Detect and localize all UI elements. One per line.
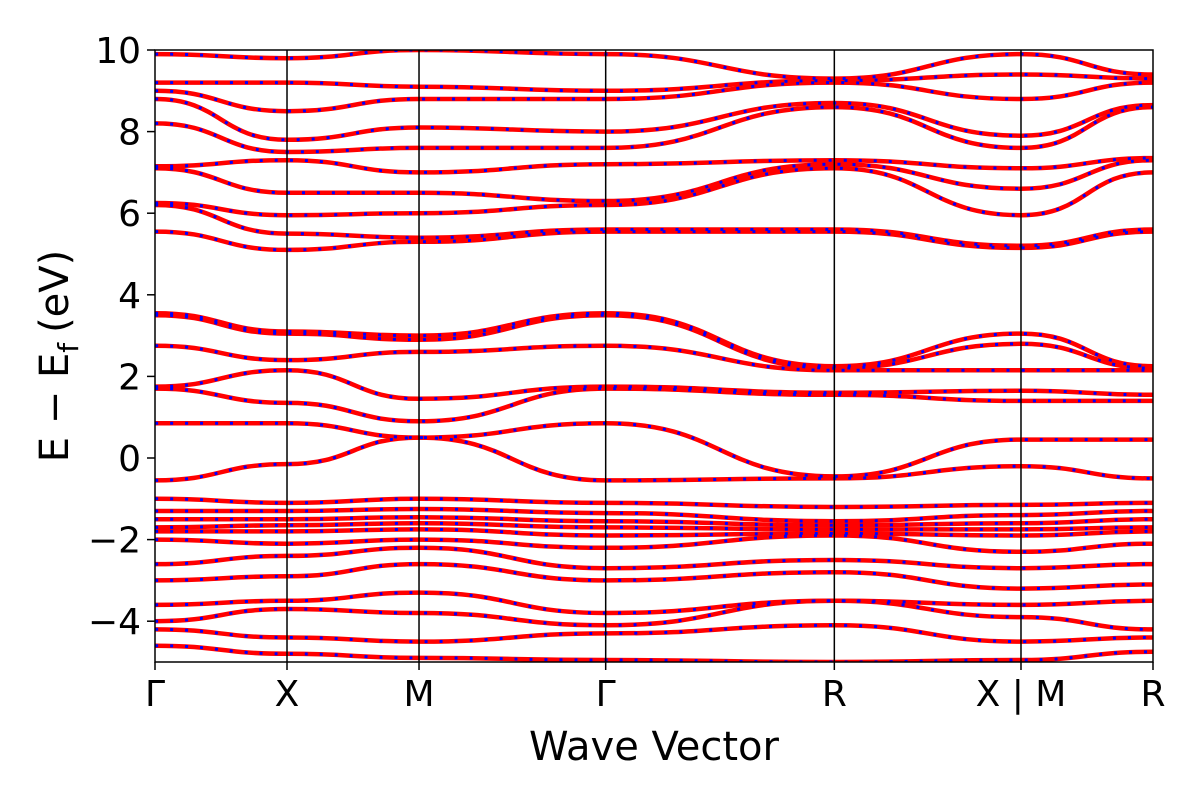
y-tick-label-1: −2 <box>88 521 141 562</box>
band-line-s1-b10 <box>155 507 1153 523</box>
x-tick-label-4: R <box>822 674 847 715</box>
band-line-s0-b4 <box>155 561 1153 591</box>
band-line-s1-b12 <box>155 436 1153 482</box>
x-tick-label-2: M <box>403 674 434 715</box>
y-axis-title-subscript: f <box>52 342 85 353</box>
x-tick-label-6: R <box>1140 674 1165 715</box>
band-line-s0-b5 <box>155 545 1153 571</box>
band-line-s1-b27 <box>155 72 1153 93</box>
y-tick-label-6: 8 <box>118 113 141 154</box>
band-line-s0-b3 <box>155 590 1153 616</box>
y-tick-label-2: 0 <box>118 439 141 480</box>
band-line-s0-b23 <box>155 155 1153 175</box>
y-axis-title-unit: (eV) <box>32 250 78 333</box>
y-axis-title: E − Ef (eV) <box>32 250 85 463</box>
high-symmetry-lines <box>286 50 1022 662</box>
y-tick-label-4: 4 <box>118 276 141 317</box>
band-line-s1-b17 <box>155 313 1153 370</box>
x-tick-label-0: Γ <box>145 674 165 715</box>
band-line-s1-b21 <box>155 166 1153 217</box>
y-tick-label-7: 10 <box>95 31 141 72</box>
x-tick-label-5: X | M <box>976 674 1067 715</box>
band-line-s1-b0 <box>155 644 1153 662</box>
band-line-s1-b14 <box>155 387 1153 423</box>
band-line-s1-b8 <box>155 521 1153 531</box>
band-line-s1-b11 <box>155 497 1153 509</box>
plot-frame <box>154 49 1154 663</box>
y-axis-title-main: E − E <box>32 353 78 463</box>
x-axis-ticks: Γ X M Γ R X | M R <box>145 662 1166 715</box>
band-line-s0-b6 <box>155 533 1153 555</box>
band-line-s0-b13 <box>155 421 1153 479</box>
x-tick-label-1: X <box>275 674 300 715</box>
band-line-s1-b9 <box>155 515 1153 527</box>
y-axis-ticks: −4 −2 0 2 4 6 8 10 <box>88 31 155 643</box>
y-tick-label-3: 2 <box>118 357 141 398</box>
band-line-s1-b7 <box>155 527 1153 538</box>
y-tick-label-5: 6 <box>118 194 141 235</box>
band-line-s1-b15 <box>155 368 1153 401</box>
band-line-s1-b1 <box>155 623 1153 644</box>
y-tick-label-0: −4 <box>88 602 141 643</box>
band-line-s1-b18 <box>155 311 1153 368</box>
x-axis-title: Wave Vector <box>529 724 780 770</box>
x-tick-label-3: Γ <box>596 674 616 715</box>
